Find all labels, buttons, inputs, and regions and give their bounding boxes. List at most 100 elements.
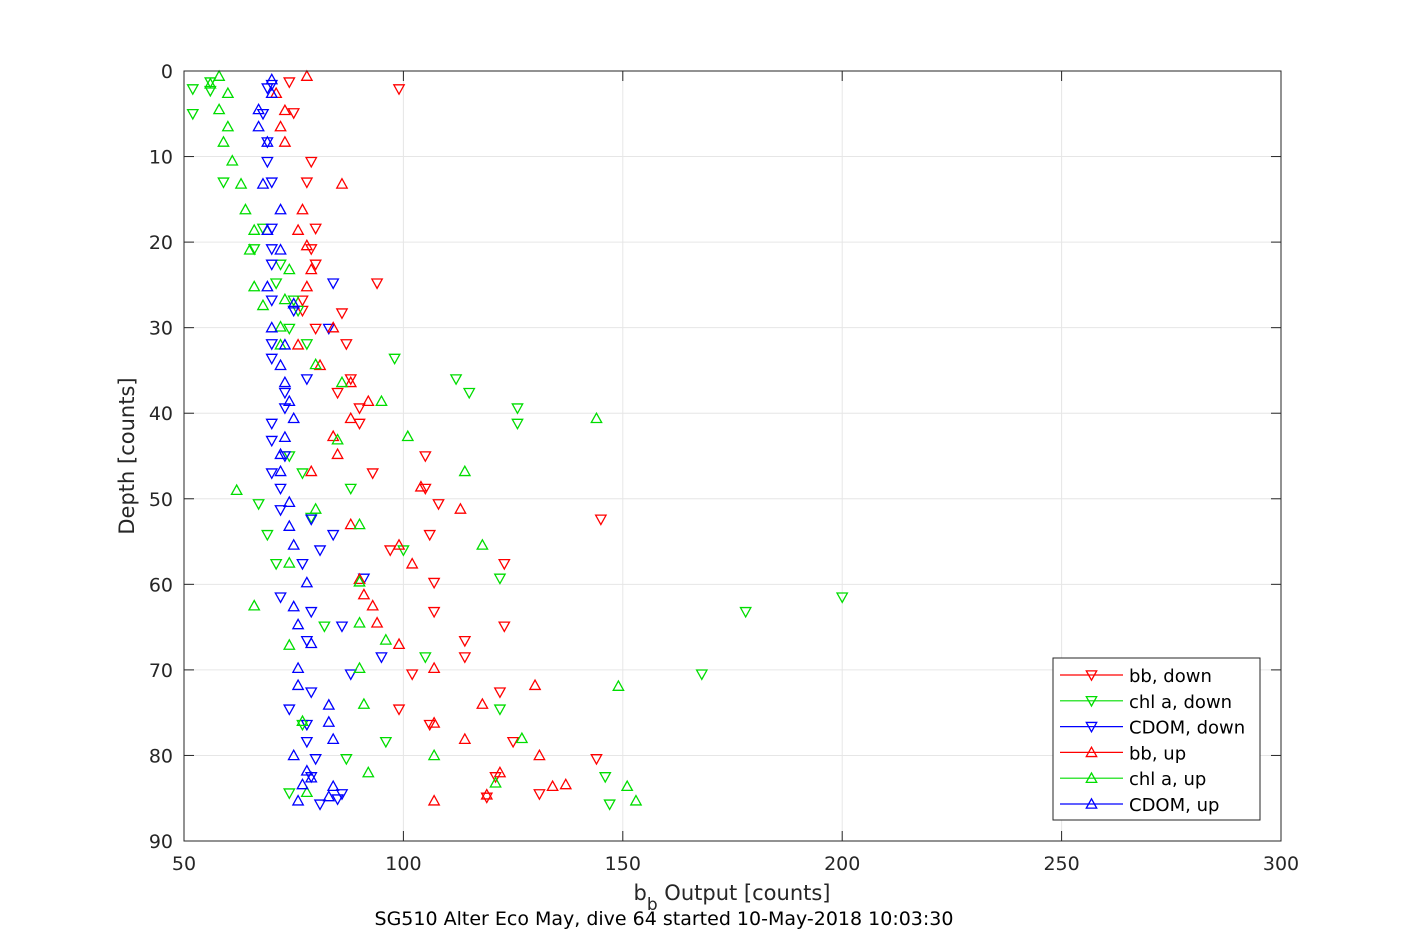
data-point	[326, 779, 340, 792]
data-point	[300, 576, 314, 588]
x-axis-ticks: 50 100 150 200 250 300	[172, 71, 1299, 875]
data-point	[247, 244, 261, 256]
data-point	[344, 375, 358, 388]
data-point	[414, 480, 428, 492]
data-point	[493, 573, 507, 585]
data-point	[458, 732, 472, 744]
data-point	[392, 704, 406, 716]
grid	[184, 71, 1281, 841]
data-point	[278, 103, 292, 116]
data-point	[427, 577, 441, 590]
data-point	[274, 464, 287, 477]
data-point	[217, 135, 230, 147]
data-point	[265, 295, 279, 307]
data-point	[283, 638, 296, 650]
data-point	[559, 777, 573, 790]
data-point	[300, 764, 314, 776]
data-point	[278, 430, 292, 442]
data-point	[278, 451, 292, 463]
data-point	[361, 766, 375, 778]
data-point	[322, 698, 336, 710]
data-point	[493, 766, 507, 778]
data-point	[304, 156, 318, 169]
data-point	[590, 411, 603, 424]
data-point	[353, 616, 366, 628]
data-point	[247, 223, 261, 235]
x-tick-label: 250	[1043, 853, 1079, 875]
y-tick-label: 10	[149, 147, 173, 169]
data-point	[287, 297, 301, 309]
data-point	[283, 394, 296, 407]
data-point	[603, 799, 616, 811]
data-point	[590, 754, 603, 766]
data-point	[335, 308, 349, 320]
data-point	[598, 772, 612, 784]
data-point	[300, 280, 314, 292]
data-point	[340, 339, 353, 351]
data-point	[265, 86, 279, 99]
y-tick-label: 20	[149, 232, 173, 254]
data-point	[335, 621, 349, 633]
data-point	[309, 754, 322, 766]
data-point	[375, 394, 388, 407]
data-point	[291, 794, 305, 806]
legend-label: chl a, up	[1129, 769, 1206, 790]
data-point	[357, 588, 371, 600]
data-point	[269, 558, 283, 571]
data-point	[326, 732, 340, 744]
data-point	[309, 259, 322, 271]
data-point	[304, 514, 318, 526]
data-point	[366, 468, 379, 480]
x-axis-label-main: b	[633, 881, 646, 905]
data-point	[274, 447, 287, 460]
data-point	[388, 353, 401, 366]
legend-marker	[1085, 721, 1098, 734]
data-point	[221, 120, 235, 132]
data-point	[252, 499, 265, 511]
data-point	[283, 556, 296, 568]
data-point	[239, 203, 252, 215]
data-markers	[186, 69, 849, 811]
data-point	[296, 558, 309, 571]
data-point	[274, 483, 287, 496]
data-point	[331, 794, 344, 806]
data-point	[313, 799, 327, 811]
data-point	[427, 716, 441, 728]
legend-label: chl a, down	[1129, 692, 1232, 713]
data-point	[309, 357, 322, 370]
data-point	[379, 736, 393, 749]
y-tick-label: 50	[149, 489, 173, 511]
data-point	[344, 669, 358, 681]
data-point	[322, 789, 336, 802]
legend-marker	[1085, 797, 1098, 809]
legend-marker	[1085, 745, 1098, 758]
data-point	[528, 678, 542, 691]
data-point	[265, 353, 279, 366]
data-point	[353, 661, 366, 673]
data-point	[261, 223, 274, 235]
data-point	[304, 687, 318, 699]
data-point	[261, 280, 274, 292]
data-point	[265, 418, 279, 431]
data-point	[278, 292, 292, 305]
data-point	[283, 77, 296, 89]
data-point	[269, 278, 283, 290]
data-point	[835, 592, 849, 604]
data-point	[454, 502, 467, 514]
data-point	[423, 529, 437, 542]
data-point	[432, 499, 445, 511]
data-point	[265, 435, 279, 448]
legend-marker	[1085, 670, 1098, 682]
data-point	[533, 789, 546, 801]
data-point	[278, 387, 292, 400]
data-point	[265, 321, 279, 333]
data-point	[326, 278, 340, 290]
x-tick-label: 200	[824, 853, 860, 875]
legend-item: chl a, down	[1060, 692, 1232, 713]
legend-label: bb, down	[1129, 666, 1212, 687]
data-point	[283, 323, 296, 336]
data-point	[287, 600, 301, 612]
data-point	[212, 69, 226, 81]
data-point	[335, 375, 349, 388]
